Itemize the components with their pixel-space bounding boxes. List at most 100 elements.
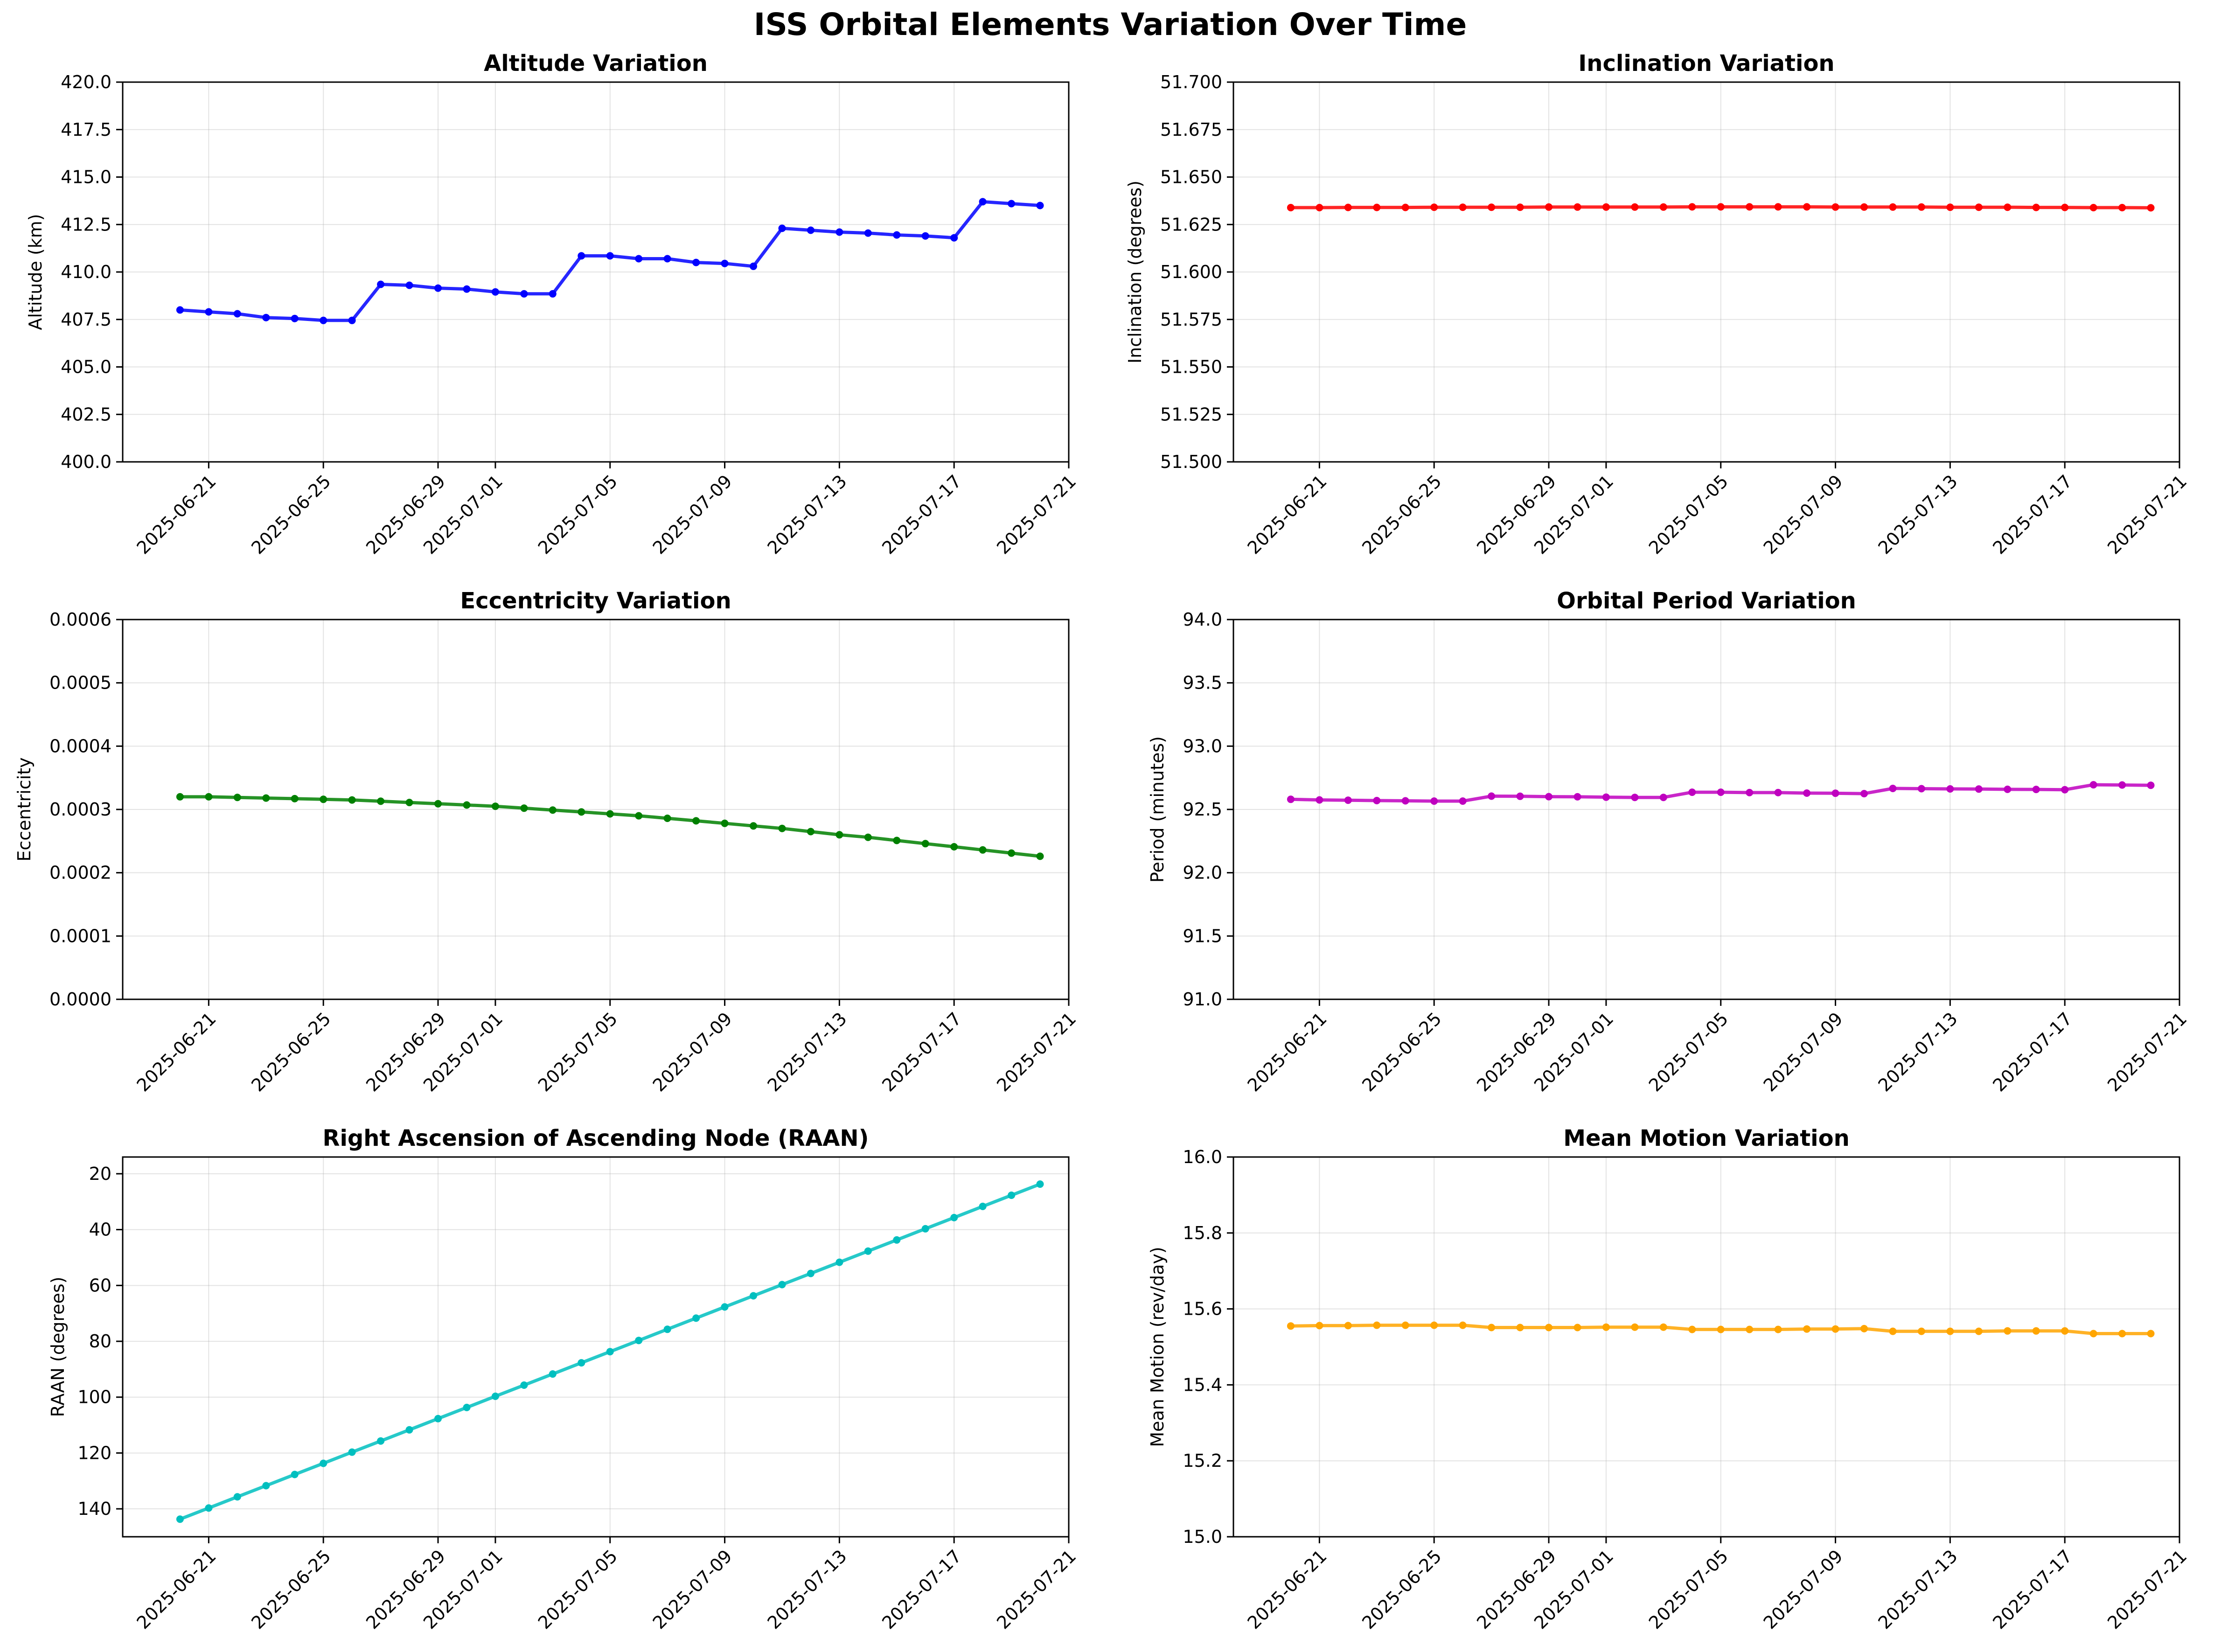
data-point [1488, 203, 1496, 211]
data-point [835, 831, 843, 839]
data-point [1545, 203, 1553, 211]
y-tick-label: 405.0 [61, 357, 111, 377]
data-point [893, 231, 901, 239]
data-point [1717, 1325, 1725, 1333]
data-point [405, 281, 413, 289]
subplot-title: Right Ascension of Ascending Node (RAAN) [323, 1125, 869, 1151]
y-tick-label: 92.5 [1183, 799, 1222, 820]
data-point [205, 793, 213, 801]
data-point [1631, 794, 1639, 802]
data-point [606, 252, 614, 260]
y-tick-label: 51.575 [1160, 309, 1222, 330]
y-tick-label: 0.0000 [49, 989, 111, 1010]
data-point [348, 796, 356, 804]
data-point [434, 1415, 442, 1422]
data-point [893, 1236, 901, 1244]
plot-frame [122, 1156, 1070, 1538]
data-point [348, 1448, 356, 1456]
y-tick-label: 407.5 [61, 309, 111, 330]
data-point [1516, 1324, 1524, 1331]
data-point [233, 1493, 241, 1501]
y-tick-label: 51.600 [1160, 262, 1222, 282]
data-point [893, 836, 901, 844]
data-point [1373, 1321, 1381, 1329]
data-point [1516, 792, 1524, 800]
y-tick-label: 80 [89, 1331, 111, 1352]
data-point [463, 1403, 471, 1411]
data-point [291, 314, 299, 322]
y-tick-label: 100 [77, 1387, 111, 1408]
data-point [1975, 785, 1983, 793]
data-point [1459, 797, 1467, 805]
data-point [1316, 796, 1323, 804]
y-axis-label: Eccentricity [14, 757, 35, 861]
data-point [1831, 203, 1839, 211]
data-point [1889, 1327, 1897, 1335]
subplot-title: Mean Motion Variation [1563, 1125, 1850, 1151]
data-point [1946, 1327, 1954, 1335]
figure-suptitle: ISS Orbital Elements Variation Over Time [754, 7, 1467, 42]
data-point [491, 802, 499, 810]
y-tick-label: 93.0 [1183, 736, 1222, 756]
y-tick-label: 40 [89, 1220, 111, 1240]
data-point [864, 833, 872, 841]
data-point [549, 290, 557, 298]
data-point [1401, 203, 1409, 211]
data-point [491, 1392, 499, 1400]
data-point [2061, 786, 2069, 794]
data-point [2089, 781, 2097, 789]
data-point [1316, 1322, 1323, 1330]
data-point [835, 228, 843, 236]
data-point [1488, 792, 1496, 800]
data-point [1917, 203, 1925, 211]
data-point [606, 1348, 614, 1356]
data-point [1803, 203, 1811, 211]
data-point [1401, 797, 1409, 805]
data-point [377, 280, 385, 288]
y-tick-label: 91.5 [1183, 926, 1222, 946]
data-point [176, 1515, 184, 1523]
y-axis-label: Altitude (km) [25, 214, 46, 330]
plot-frame [1232, 81, 2180, 463]
y-tick-label: 410.0 [61, 262, 111, 282]
y-tick-label: 51.675 [1160, 119, 1222, 140]
data-point [721, 259, 729, 267]
data-point [1746, 1325, 1754, 1333]
data-point [2032, 203, 2040, 211]
data-point [635, 812, 643, 820]
data-point [1344, 1322, 1352, 1330]
data-point [1774, 1325, 1782, 1333]
y-tick-label: 15.8 [1183, 1223, 1222, 1243]
data-point [750, 822, 757, 830]
y-tick-label: 0.0002 [49, 863, 111, 883]
data-point [205, 308, 213, 316]
data-point [291, 795, 299, 802]
data-point [1008, 1192, 1016, 1199]
data-point [1573, 793, 1581, 801]
data-point [291, 1471, 299, 1478]
data-point [950, 1213, 958, 1221]
data-point [1746, 788, 1754, 796]
data-point [1717, 203, 1725, 211]
data-point [807, 1269, 815, 1277]
data-point [1430, 797, 1438, 805]
data-point [262, 794, 270, 802]
data-point [835, 1258, 843, 1266]
y-tick-label: 94.0 [1183, 609, 1222, 630]
data-point [1975, 203, 1983, 211]
subplot-title: Altitude Variation [484, 50, 708, 77]
y-axis-label: Inclination (degrees) [1125, 181, 1145, 363]
data-point [233, 794, 241, 802]
data-point [1860, 790, 1868, 798]
data-point [750, 262, 757, 270]
y-tick-label: 16.0 [1183, 1147, 1222, 1167]
data-point [1917, 1327, 1925, 1335]
data-point [921, 232, 929, 240]
data-point [348, 316, 356, 324]
data-point [2147, 1330, 2155, 1338]
data-point [1573, 1324, 1581, 1331]
data-point [549, 1370, 557, 1378]
data-point [1573, 203, 1581, 211]
plot-frame [1232, 619, 2180, 1000]
data-point [1631, 1323, 1639, 1331]
